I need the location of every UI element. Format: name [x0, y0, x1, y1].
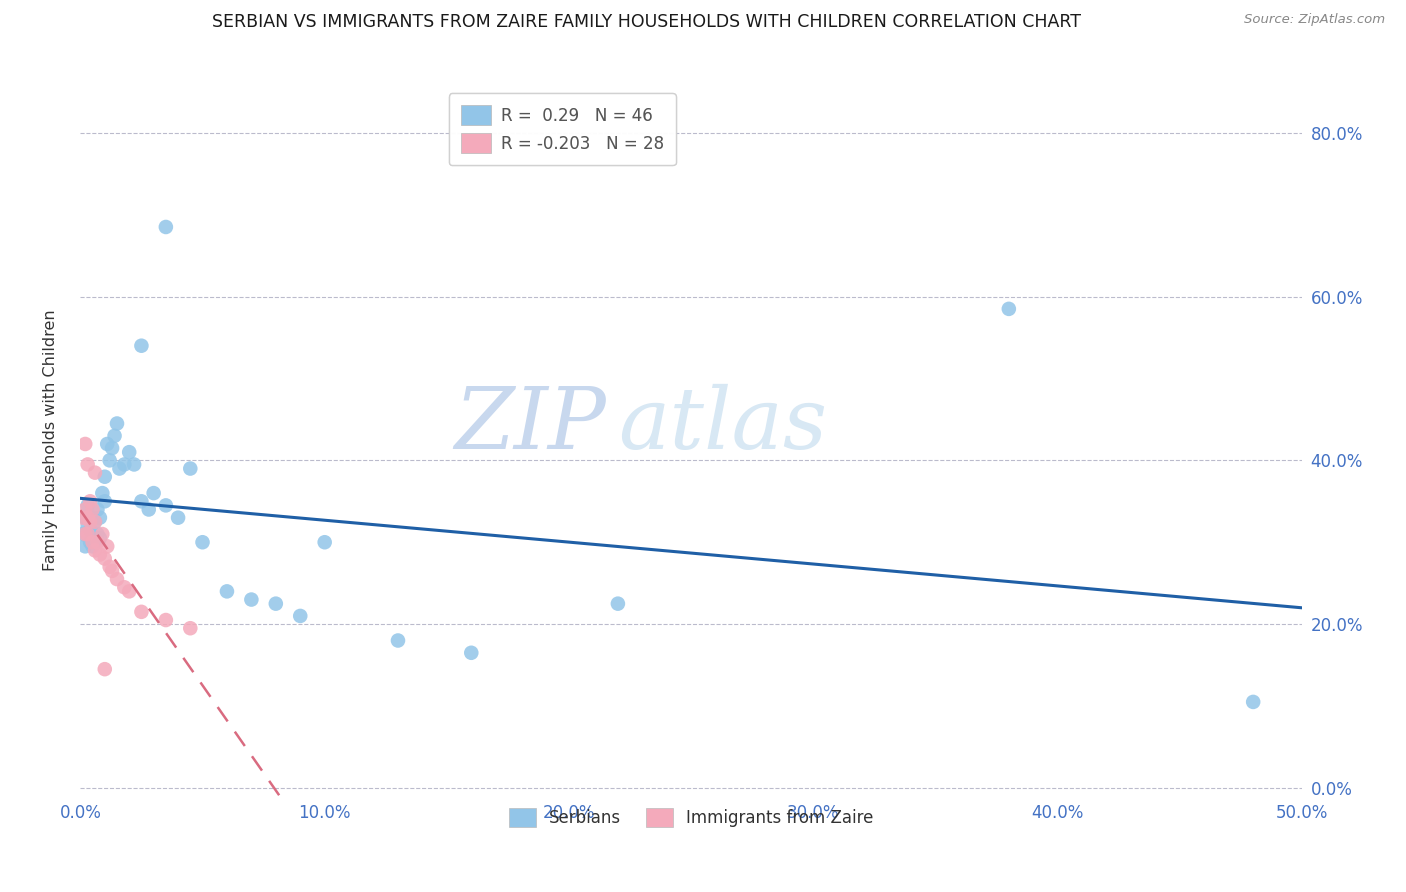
Point: [76, 499, 98, 513]
Point: [76, 510, 98, 524]
Point: [264, 597, 287, 611]
Point: [155, 499, 177, 513]
Point: [131, 605, 153, 619]
Point: [240, 592, 263, 607]
Point: [89, 531, 111, 545]
Point: [84, 515, 107, 529]
Point: [75, 510, 97, 524]
Point: [96, 437, 118, 451]
Point: [108, 461, 131, 475]
Point: [76, 527, 98, 541]
Point: [101, 564, 124, 578]
Point: [98, 559, 121, 574]
Point: [86, 502, 108, 516]
Point: [103, 429, 125, 443]
Point: [131, 339, 153, 353]
Point: [118, 584, 141, 599]
Point: [98, 453, 121, 467]
Point: [75, 502, 97, 516]
Point: [76, 458, 98, 472]
Point: [79, 515, 101, 529]
Point: [118, 445, 141, 459]
Point: [72, 510, 94, 524]
Point: [76, 519, 98, 533]
Point: [84, 535, 107, 549]
Point: [142, 486, 165, 500]
Y-axis label: Family Households with Children: Family Households with Children: [44, 309, 58, 571]
Point: [215, 584, 238, 599]
Point: [86, 535, 108, 549]
Point: [89, 548, 111, 562]
Point: [82, 535, 104, 549]
Point: [155, 613, 177, 627]
Text: atlas: atlas: [617, 384, 827, 467]
Point: [191, 535, 214, 549]
Point: [84, 543, 107, 558]
Point: [131, 494, 153, 508]
Point: [75, 539, 97, 553]
Point: [94, 469, 117, 483]
Point: [101, 441, 124, 455]
Point: [105, 417, 128, 431]
Text: ZIP: ZIP: [454, 384, 606, 467]
Point: [460, 646, 482, 660]
Point: [179, 461, 201, 475]
Point: [91, 486, 114, 500]
Point: [112, 458, 135, 472]
Point: [94, 494, 117, 508]
Point: [155, 219, 177, 234]
Point: [82, 539, 104, 553]
Point: [72, 527, 94, 541]
Point: [112, 580, 135, 594]
Point: [82, 510, 104, 524]
Point: [91, 527, 114, 541]
Point: [79, 535, 101, 549]
Point: [79, 494, 101, 508]
Point: [75, 527, 97, 541]
Point: [89, 510, 111, 524]
Point: [314, 535, 336, 549]
Point: [94, 662, 117, 676]
Point: [387, 633, 409, 648]
Point: [94, 551, 117, 566]
Point: [86, 527, 108, 541]
Point: [84, 515, 107, 529]
Point: [96, 539, 118, 553]
Point: [122, 458, 145, 472]
Point: [290, 609, 312, 624]
Point: [75, 437, 97, 451]
Point: [84, 466, 107, 480]
Point: [167, 510, 190, 524]
Point: [606, 597, 628, 611]
Text: Source: ZipAtlas.com: Source: ZipAtlas.com: [1244, 13, 1385, 27]
Point: [105, 572, 128, 586]
Text: SERBIAN VS IMMIGRANTS FROM ZAIRE FAMILY HOUSEHOLDS WITH CHILDREN CORRELATION CHA: SERBIAN VS IMMIGRANTS FROM ZAIRE FAMILY …: [212, 13, 1081, 31]
Point: [179, 621, 201, 635]
Legend: Serbians, Immigrants from Zaire: Serbians, Immigrants from Zaire: [502, 802, 880, 834]
Point: [1241, 695, 1264, 709]
Point: [79, 523, 101, 537]
Point: [998, 301, 1021, 316]
Point: [82, 502, 104, 516]
Point: [138, 502, 160, 516]
